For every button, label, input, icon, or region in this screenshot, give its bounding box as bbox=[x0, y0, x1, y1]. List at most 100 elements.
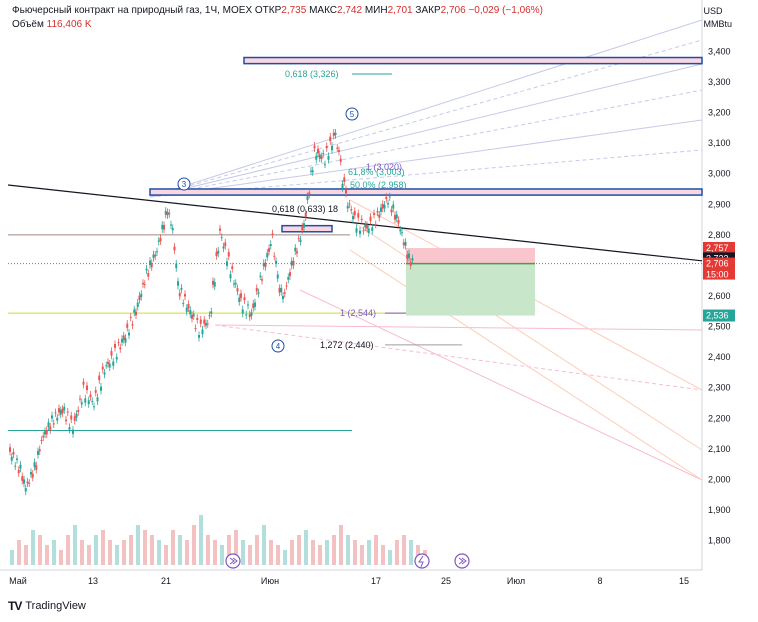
fib-1-low-label: 1 (2,544) bbox=[340, 308, 376, 318]
candle-body bbox=[378, 214, 381, 218]
volume-bar-1 bbox=[17, 540, 21, 565]
candle-body bbox=[100, 386, 102, 391]
y-tick-label-3: 3,100 bbox=[708, 138, 731, 148]
candle-body bbox=[114, 344, 116, 348]
candle-body bbox=[311, 170, 314, 173]
candle-body bbox=[331, 145, 333, 151]
volume-bar-14 bbox=[108, 540, 112, 565]
x-tick-label-1: 13 bbox=[88, 576, 98, 586]
candle-body bbox=[145, 268, 148, 271]
candle-body bbox=[42, 435, 45, 438]
candle-body bbox=[208, 315, 211, 317]
volume-bar-6 bbox=[52, 540, 56, 565]
fan-line-7 bbox=[214, 324, 703, 391]
candle-body bbox=[402, 242, 405, 245]
candle-body bbox=[406, 254, 409, 260]
candle-body bbox=[385, 196, 388, 199]
volume-bar-36 bbox=[262, 525, 266, 565]
volume-bar-30 bbox=[220, 545, 224, 565]
candle-body bbox=[56, 417, 59, 421]
candle-body bbox=[170, 224, 172, 226]
volume-bar-50 bbox=[360, 545, 364, 565]
candle-body bbox=[332, 132, 335, 136]
volume-bar-0 bbox=[10, 550, 14, 565]
candle-body bbox=[296, 251, 298, 254]
candle-body bbox=[180, 287, 183, 290]
candle-body bbox=[154, 254, 157, 257]
volume-header: Объём 116,406 K bbox=[12, 19, 92, 30]
candle-body bbox=[292, 260, 295, 266]
candle-body bbox=[38, 449, 41, 452]
volume-bar-20 bbox=[150, 535, 154, 565]
tradingview-logo[interactable]: TV TradingView bbox=[8, 599, 86, 613]
fan-line-0 bbox=[149, 19, 703, 198]
candle-body bbox=[58, 408, 60, 413]
candle-body bbox=[161, 224, 164, 230]
x-tick-label-3: Июн bbox=[261, 576, 279, 586]
close-label: ЗАКР bbox=[415, 5, 441, 16]
currency-label[interactable]: USD MMBtu bbox=[703, 5, 732, 31]
candle-body bbox=[318, 154, 321, 159]
candle-body bbox=[339, 158, 342, 162]
volume-bar-26 bbox=[192, 525, 196, 565]
fib-1272-label: 1,272 (2,440) bbox=[320, 340, 374, 350]
lightning-icon-glyph bbox=[418, 555, 424, 568]
high-value: 2,742 bbox=[337, 5, 363, 16]
candle-body bbox=[105, 365, 108, 367]
candle-body bbox=[304, 212, 307, 218]
candle-body bbox=[360, 218, 363, 221]
candle-body bbox=[240, 293, 242, 298]
volume-bar-10 bbox=[80, 540, 84, 565]
candle-body bbox=[47, 422, 50, 427]
candle-body bbox=[313, 145, 316, 149]
candle-body bbox=[371, 227, 374, 231]
candle-body bbox=[231, 266, 234, 269]
candle-body bbox=[308, 192, 311, 195]
candle-body bbox=[392, 204, 395, 209]
wave3-band bbox=[149, 188, 703, 196]
volume-bar-43 bbox=[311, 540, 315, 565]
candle-body bbox=[404, 241, 407, 246]
candle-body bbox=[149, 260, 151, 266]
candle-body bbox=[66, 411, 69, 413]
x-tick-label-5: 25 bbox=[441, 576, 451, 586]
y-tick-label-1: 3,300 bbox=[708, 77, 731, 87]
candle-body bbox=[59, 410, 62, 415]
volume-bar-16 bbox=[122, 540, 126, 565]
candle-body bbox=[217, 250, 220, 254]
price-badge-c-bg bbox=[703, 257, 735, 280]
volume-bar-5 bbox=[45, 545, 49, 565]
tradingview-mark-icon: TV bbox=[8, 599, 22, 613]
candle-body bbox=[327, 156, 330, 160]
y-tick-label-8: 2,500 bbox=[708, 322, 731, 332]
y-tick-label-12: 2,100 bbox=[708, 444, 731, 454]
volume-bar-13 bbox=[101, 530, 105, 565]
chart-header: Фьючерсный контракт на природный газ, 1Ч… bbox=[12, 5, 543, 16]
candle-body bbox=[338, 150, 340, 153]
candle-body bbox=[324, 164, 326, 166]
candle-body bbox=[101, 366, 104, 370]
y-tick-label-13: 2,000 bbox=[708, 474, 731, 484]
candle-body bbox=[362, 230, 365, 232]
candle-body bbox=[17, 469, 20, 474]
fib-618-top-label: 0,618 (3,326) bbox=[285, 69, 339, 79]
volume-bar-53 bbox=[381, 545, 385, 565]
candle-body bbox=[268, 248, 270, 252]
high-label: МАКС bbox=[309, 5, 338, 16]
candle-body bbox=[150, 262, 153, 268]
candle-body bbox=[213, 282, 216, 287]
candle-body bbox=[16, 458, 18, 460]
symbol-title[interactable]: Фьючерсный контракт на природный газ, 1Ч… bbox=[12, 5, 253, 16]
candle-body bbox=[325, 146, 328, 149]
volume-bar-23 bbox=[171, 530, 175, 565]
open-value: 2,735 bbox=[281, 5, 307, 16]
candle-body bbox=[353, 210, 356, 216]
candle-body bbox=[278, 288, 281, 293]
volume-bar-31 bbox=[227, 535, 231, 565]
volume-bar-55 bbox=[395, 540, 399, 565]
candle-body bbox=[68, 427, 71, 430]
price-badge-d: 2,536 bbox=[706, 311, 729, 321]
candle-body bbox=[198, 335, 200, 338]
candle-body bbox=[9, 447, 11, 452]
